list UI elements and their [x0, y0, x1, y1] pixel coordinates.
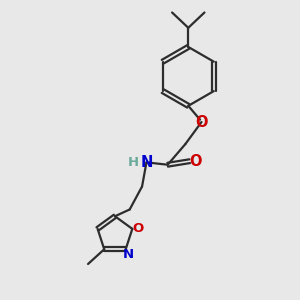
Text: O: O [195, 115, 208, 130]
Text: H: H [128, 156, 139, 169]
Text: N: N [123, 248, 134, 261]
Text: N: N [140, 155, 153, 170]
Text: O: O [189, 154, 201, 169]
Text: O: O [132, 222, 143, 236]
